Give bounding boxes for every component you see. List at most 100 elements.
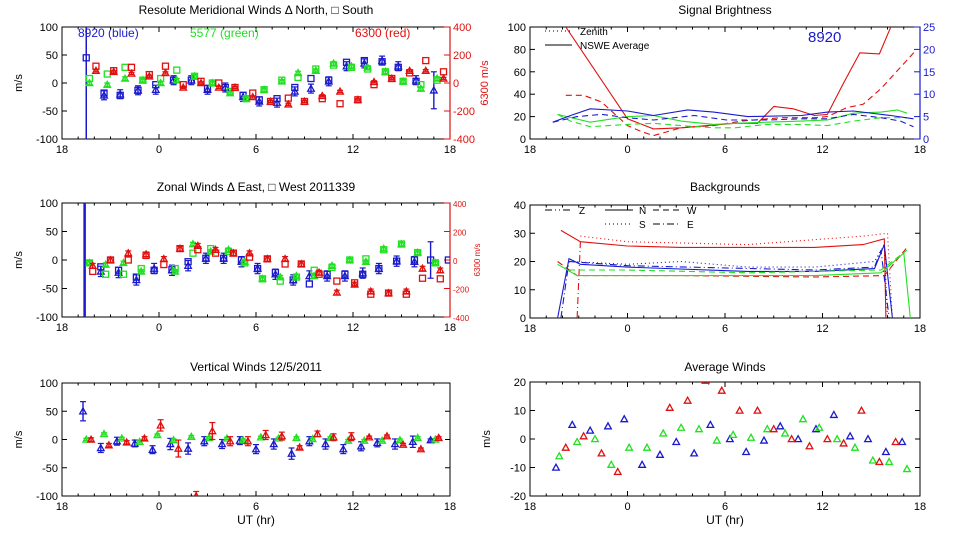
y2-tick-label: 0 xyxy=(453,78,459,90)
square-marker xyxy=(184,258,192,266)
data-point xyxy=(619,414,629,423)
data-point xyxy=(637,460,647,468)
triangle-marker xyxy=(390,439,400,448)
triangle-marker xyxy=(839,438,849,447)
square-marker xyxy=(378,58,386,66)
square-marker xyxy=(399,77,407,85)
square-marker xyxy=(370,81,378,89)
data-point xyxy=(123,248,133,264)
data-point xyxy=(398,439,408,448)
triangle-marker xyxy=(364,432,374,441)
data-point xyxy=(366,286,376,298)
square-marker xyxy=(215,79,223,87)
square-marker xyxy=(414,248,422,257)
triangle-marker xyxy=(642,442,652,451)
data-point xyxy=(387,73,397,83)
square-marker xyxy=(173,66,181,74)
data-point xyxy=(735,405,745,414)
y-axis-label: m/s xyxy=(481,430,493,448)
square-marker xyxy=(325,76,333,84)
series-2 xyxy=(86,419,444,496)
square-marker xyxy=(220,254,228,262)
triangle-marker xyxy=(902,464,912,473)
y2-tick-label: 400 xyxy=(453,22,471,34)
square-marker xyxy=(418,274,427,282)
triangle-marker xyxy=(275,272,285,281)
triangle-marker xyxy=(308,434,317,443)
square-marker xyxy=(388,74,396,83)
y-tick-label: 40 xyxy=(514,89,526,101)
triangle-marker xyxy=(805,441,814,450)
triangle-marker xyxy=(243,436,253,445)
triangle-marker xyxy=(439,73,448,82)
legend-entry: 8920 (blue) xyxy=(78,26,139,40)
data-point xyxy=(345,255,355,264)
data-point xyxy=(261,429,271,441)
legend-entry: Z xyxy=(579,206,585,217)
triangle-marker xyxy=(127,68,136,77)
triangle-marker xyxy=(891,437,901,446)
data-point xyxy=(332,277,342,296)
data-point xyxy=(822,434,832,443)
square-marker xyxy=(276,277,284,285)
y2-tick-label: 400 xyxy=(453,200,467,209)
data-point xyxy=(196,77,206,87)
data-point xyxy=(891,437,901,446)
triangle-marker xyxy=(769,424,779,433)
triangle-marker xyxy=(104,440,114,449)
data-point xyxy=(397,239,406,248)
square-marker xyxy=(221,83,229,92)
data-point xyxy=(579,431,589,440)
triangle-marker xyxy=(411,75,421,84)
triangle-marker xyxy=(140,433,149,442)
square-marker xyxy=(341,270,349,278)
data-point xyxy=(321,438,330,450)
chart-vertical: Vertical Winds 12/5/2011 18 0 6 12 18 UT (hr) 1… xyxy=(13,360,456,527)
x-tick-label: 18 xyxy=(56,144,68,156)
triangle-marker xyxy=(99,429,109,438)
square-marker xyxy=(249,89,257,97)
triangle-marker xyxy=(358,268,368,277)
data-point xyxy=(606,460,616,468)
x-tick-label: 18 xyxy=(914,501,926,513)
data-point xyxy=(902,464,912,473)
plot-frame xyxy=(529,381,921,497)
y-tick-label: 10 xyxy=(514,406,526,418)
data-point xyxy=(280,254,290,268)
triangle-marker xyxy=(306,83,316,92)
y-tick-label: 100 xyxy=(508,22,526,34)
triangle-marker xyxy=(567,420,577,429)
square-marker xyxy=(127,63,136,71)
data-point xyxy=(814,422,824,431)
series-line xyxy=(560,229,887,318)
data-point xyxy=(161,62,170,77)
data-point xyxy=(405,66,414,77)
square-marker xyxy=(315,270,323,278)
data-point xyxy=(262,254,272,263)
data-point xyxy=(270,268,280,280)
data-point xyxy=(156,74,166,87)
square-marker xyxy=(384,289,393,297)
data-point xyxy=(156,419,166,432)
y2-tick-label: -200 xyxy=(453,106,475,118)
triangle-marker xyxy=(245,248,254,257)
square-marker xyxy=(253,264,262,273)
triangle-marker xyxy=(897,437,907,446)
square-marker xyxy=(156,74,165,83)
x-tick-label: 6 xyxy=(253,144,259,156)
x-tick-label: 0 xyxy=(156,322,162,334)
data-point xyxy=(85,74,94,87)
x-tick-label: 12 xyxy=(816,501,828,513)
data-point xyxy=(165,437,175,451)
legend-entry: W xyxy=(687,206,697,217)
data-point xyxy=(151,81,161,95)
triangle-marker xyxy=(338,444,348,453)
series-4 xyxy=(552,108,914,123)
triangle-marker xyxy=(287,448,296,457)
triangle-marker xyxy=(329,58,339,67)
triangle-marker xyxy=(332,287,342,296)
triangle-marker xyxy=(311,66,321,74)
triangle-marker xyxy=(188,239,198,248)
square-marker xyxy=(394,63,402,71)
